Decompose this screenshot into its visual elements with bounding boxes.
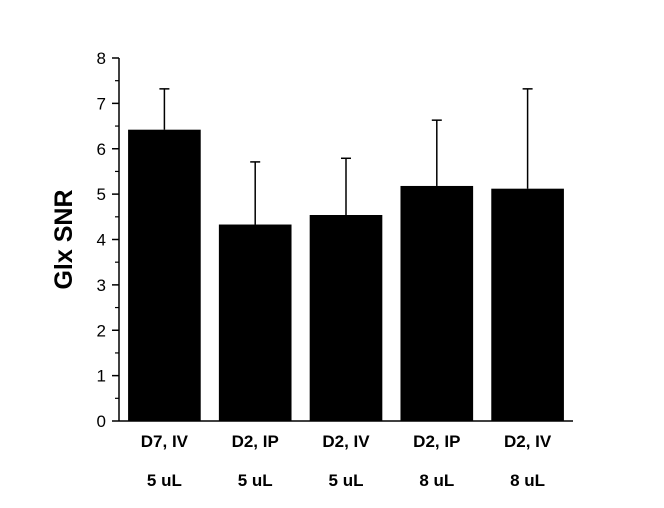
y-tick-label: 3 <box>97 276 106 295</box>
bar <box>400 185 474 421</box>
error-bar <box>522 88 533 189</box>
bar <box>218 224 292 421</box>
error-bar <box>341 157 351 215</box>
bar <box>491 188 564 421</box>
category-label-line2: 5 uL <box>329 471 364 490</box>
y-tick-label: 8 <box>97 49 106 68</box>
category-label-line1: D7, IV <box>141 432 189 451</box>
category-label-line2: 8 uL <box>419 471 454 490</box>
category-label-line1: D2, IV <box>504 432 552 451</box>
y-tick-label: 4 <box>97 231 106 250</box>
y-ticks: 0 1 2 3 4 5 6 7 8 <box>97 49 119 431</box>
category-label-line2: 5 uL <box>238 471 273 490</box>
y-tick-label: 0 <box>97 412 106 431</box>
category-label-line1: D2, IP <box>413 432 460 451</box>
category-label-line2: 5 uL <box>147 471 182 490</box>
y-tick-label: 2 <box>97 321 106 340</box>
y-axis-title: Glx SNR <box>50 189 78 289</box>
y-tick-label: 7 <box>97 94 106 113</box>
y-tick-label: 6 <box>97 140 106 159</box>
bar <box>128 129 201 421</box>
error-bar <box>159 88 170 130</box>
bar <box>309 214 383 421</box>
y-tick-label: 5 <box>97 185 106 204</box>
category-label-line2: 8 uL <box>510 471 545 490</box>
y-tick-label: 1 <box>97 367 106 386</box>
category-label-line1: D2, IV <box>322 432 370 451</box>
error-bar <box>431 119 442 186</box>
error-bar <box>250 161 261 225</box>
category-label-line1: D2, IP <box>232 432 279 451</box>
bars <box>128 88 564 421</box>
category-labels: D7, IV 5 uL D2, IP 5 uL D2, IV 5 uL D2, IP 8 uL… <box>141 432 552 490</box>
